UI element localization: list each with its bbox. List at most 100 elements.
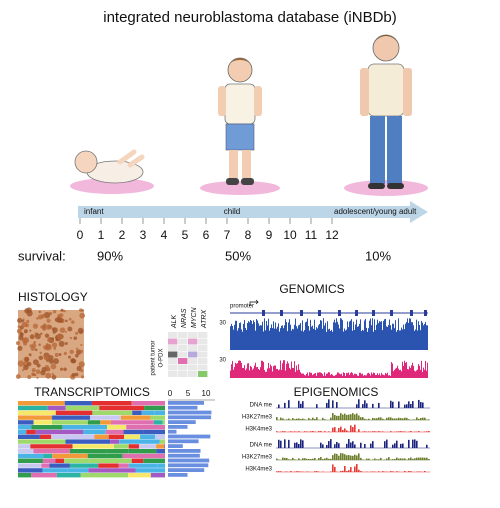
coverage	[289, 367, 290, 378]
signal	[360, 471, 362, 472]
panel-title: HISTOLOGY	[18, 290, 88, 304]
coverage	[321, 320, 322, 350]
coverage	[412, 322, 413, 350]
signal	[402, 458, 404, 460]
coverage	[261, 360, 262, 378]
cell	[54, 352, 59, 358]
coverage	[411, 365, 412, 378]
coverage	[271, 324, 272, 350]
signal	[340, 470, 342, 472]
cell	[23, 329, 28, 334]
cell	[24, 308, 30, 314]
coverage	[307, 372, 308, 378]
block	[65, 405, 100, 411]
age-ticks: 0 1 2 3 4 5 6 7 8 9 10 11 12	[77, 218, 339, 242]
signal	[372, 471, 374, 472]
axis-label: 0	[168, 389, 173, 398]
coverage	[427, 362, 428, 378]
coverage	[406, 362, 407, 378]
coverage	[361, 331, 362, 350]
signal	[392, 471, 394, 472]
signal	[324, 458, 326, 460]
coverage	[298, 364, 299, 378]
coverage	[288, 322, 289, 350]
signal	[426, 457, 428, 460]
coverage	[352, 330, 353, 350]
block	[43, 453, 53, 459]
row-label: O-PDX	[159, 348, 165, 367]
signal	[360, 417, 362, 420]
coverage	[234, 367, 235, 378]
block	[18, 420, 34, 425]
block	[164, 444, 165, 449]
signal	[374, 418, 376, 420]
signal	[304, 419, 306, 420]
signal	[422, 457, 424, 460]
block	[144, 405, 165, 411]
scale-label: 30	[219, 358, 226, 364]
coverage	[396, 331, 397, 350]
block	[150, 473, 165, 478]
signal	[298, 471, 300, 472]
signal	[296, 471, 298, 472]
signal	[358, 415, 360, 420]
heat-cell	[188, 371, 198, 377]
block	[157, 463, 165, 468]
signal	[390, 400, 392, 408]
block	[31, 473, 57, 478]
age-label: 8	[245, 228, 252, 242]
coverage	[365, 375, 366, 378]
signal	[410, 431, 412, 432]
coverage	[258, 368, 259, 378]
coverage	[294, 361, 295, 378]
coverage	[413, 325, 414, 350]
cell	[34, 348, 38, 352]
coverage	[337, 372, 338, 378]
signal	[396, 457, 398, 460]
coverage	[356, 374, 357, 378]
coverage	[342, 375, 343, 378]
age-label: 7	[224, 228, 231, 242]
cell	[29, 329, 32, 332]
signal	[350, 425, 352, 432]
block	[80, 473, 129, 478]
coverage	[359, 372, 360, 378]
signal	[428, 431, 430, 432]
signal	[314, 471, 316, 472]
cell	[71, 372, 76, 377]
coverage	[411, 322, 412, 350]
cell	[75, 331, 79, 335]
signal	[298, 400, 300, 408]
coverage	[232, 360, 233, 378]
signal	[328, 441, 330, 448]
signal	[420, 402, 422, 408]
age-label: 9	[266, 228, 273, 242]
coverage	[391, 329, 392, 350]
signal	[354, 424, 356, 432]
block	[42, 468, 68, 473]
signal	[356, 455, 358, 460]
signal	[328, 431, 330, 432]
signal	[378, 417, 380, 420]
signal	[346, 430, 348, 432]
coverage	[403, 365, 404, 378]
cell	[28, 353, 32, 357]
block	[65, 439, 111, 444]
coverage	[240, 360, 241, 378]
signal	[350, 414, 352, 420]
signal	[300, 439, 302, 448]
heat-cell	[178, 371, 188, 377]
coverage	[252, 369, 253, 378]
block	[139, 444, 157, 449]
signal	[286, 458, 288, 460]
coverage	[248, 321, 249, 350]
coverage	[287, 331, 288, 350]
signal	[354, 414, 356, 420]
coverage	[249, 322, 250, 350]
track-label: H3K4me3	[245, 427, 272, 433]
signal	[380, 457, 382, 460]
cell	[21, 321, 28, 328]
bar	[168, 439, 199, 444]
block	[110, 420, 154, 425]
coverage	[417, 330, 418, 350]
